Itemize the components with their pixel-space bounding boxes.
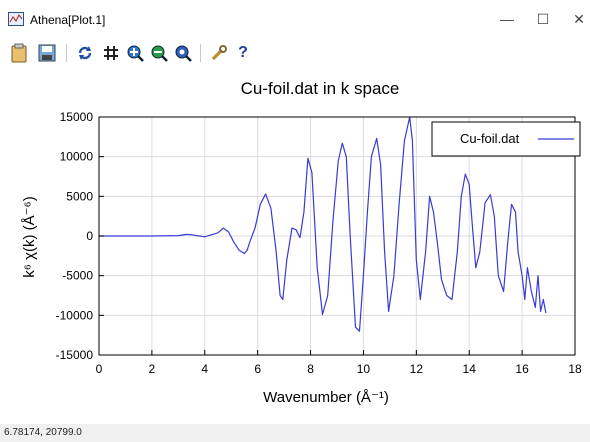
save-icon[interactable] xyxy=(36,42,58,64)
toolbar: ? xyxy=(0,38,590,68)
zoom-in-icon[interactable] xyxy=(124,42,146,64)
x-tick-label: 4 xyxy=(201,362,208,376)
close-button[interactable]: ✕ xyxy=(573,11,585,27)
x-tick-label: 0 xyxy=(96,362,103,376)
x-tick-label: 8 xyxy=(307,362,314,376)
zoom-out-icon[interactable] xyxy=(148,42,170,64)
settings-icon[interactable] xyxy=(208,42,230,64)
x-tick-label: 6 xyxy=(254,362,261,376)
zoom-reset-icon[interactable] xyxy=(172,42,194,64)
legend: Cu-foil.dat xyxy=(431,121,581,157)
y-axis-label: k⁶ χ(k) (Å⁻⁶) xyxy=(21,196,38,277)
help-icon[interactable]: ? xyxy=(232,42,254,64)
plot-area[interactable]: 0 2 4 6 8 10 12 14 16 18 15000 10000 5000 0 -5000 -1000… xyxy=(8,72,583,420)
y-tick-label: 0 xyxy=(86,229,93,243)
cursor-coords: 6.78174, 20799.0 xyxy=(4,427,82,438)
x-axis-label: Wavenumber (Å⁻¹) xyxy=(263,389,389,406)
app-icon xyxy=(8,12,24,26)
y-tick-label: 15000 xyxy=(60,110,94,124)
refresh-icon[interactable] xyxy=(74,42,96,64)
series-line-cu-foil xyxy=(99,116,547,332)
y-tick-label: 5000 xyxy=(66,189,93,203)
x-tick-label: 10 xyxy=(357,362,371,376)
chart-title: Cu-foil.dat in k space xyxy=(241,79,400,98)
help-label: ? xyxy=(238,44,248,61)
y-tick-label: -15000 xyxy=(56,348,94,362)
maximize-button[interactable]: ☐ xyxy=(536,11,550,27)
y-tick-label: -10000 xyxy=(56,308,94,322)
x-tick-label: 14 xyxy=(463,362,477,376)
y-tick-label: 10000 xyxy=(60,150,94,164)
x-tick-label: 12 xyxy=(410,362,424,376)
y-tick-label: -5000 xyxy=(62,269,93,283)
title-bar: Athena[Plot.1] — ☐ ✕ xyxy=(0,0,590,38)
legend-label: Cu-foil.dat xyxy=(460,131,520,146)
grid-icon[interactable] xyxy=(100,42,122,64)
window-title: Athena[Plot.1] xyxy=(30,13,106,27)
x-tick-label: 2 xyxy=(149,362,156,376)
minimize-button[interactable]: — xyxy=(500,11,514,27)
x-tick-label: 16 xyxy=(515,362,529,376)
clipboard-icon[interactable] xyxy=(8,42,30,64)
x-tick-label: 18 xyxy=(568,362,582,376)
status-bar: 6.78174, 20799.0 xyxy=(0,424,590,442)
